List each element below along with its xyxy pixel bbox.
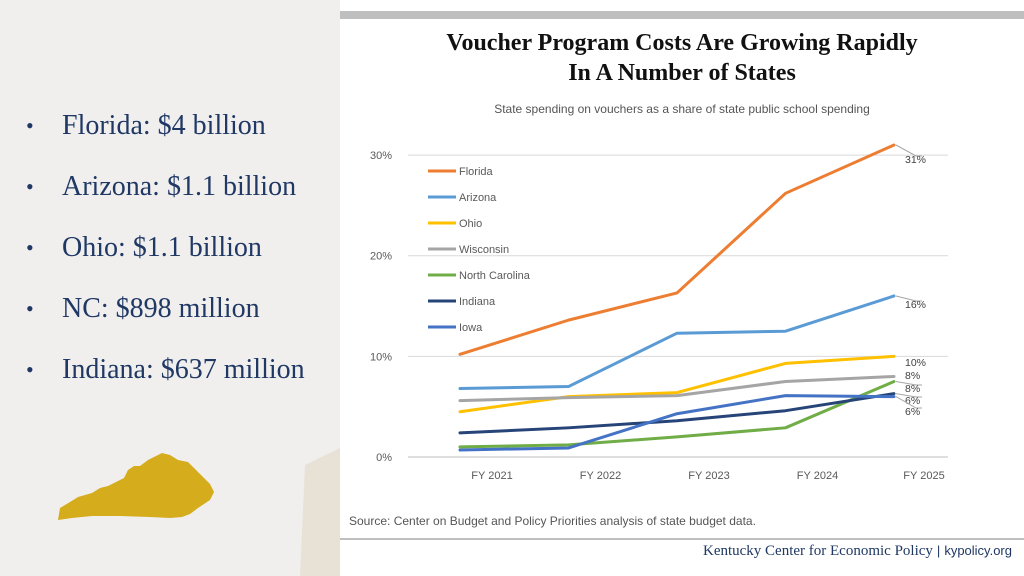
footer-separator: | [936, 543, 941, 558]
chart-title: Voucher Program Costs Are Growing Rapidl… [340, 28, 1024, 88]
chart-title-line-1: Voucher Program Costs Are Growing Rapidl… [446, 30, 918, 56]
bullet-item-ohio: • Ohio: $1.1 billion [22, 217, 305, 278]
bullet-marker: • [26, 295, 34, 321]
series-line-north-carolina [458, 380, 896, 449]
bullet-marker: • [26, 112, 34, 138]
data-label: 8% [905, 383, 920, 395]
x-tick-label: FY 2023 [688, 470, 729, 482]
org-name: Kentucky Center for Economic Policy [702, 543, 933, 559]
bullet-text: Indiana: $637 million [62, 353, 305, 385]
bullet-text: Florida: $4 billion [62, 109, 266, 141]
map-shadow-shape [300, 448, 340, 576]
bottom-divider [340, 538, 1024, 540]
x-tick-label: FY 2022 [580, 470, 621, 482]
bullet-marker: • [26, 173, 34, 199]
legend-label: Arizona [459, 192, 497, 204]
left-panel: • Florida: $4 billion • Arizona: $1.1 bill… [0, 0, 340, 576]
bullet-text: Ohio: $1.1 billion [62, 231, 262, 263]
label-leader-line [895, 144, 922, 157]
label-leader-line [895, 381, 922, 386]
label-leader-line [895, 393, 922, 398]
series-line-wisconsin [458, 374, 896, 403]
series-line-florida [458, 143, 896, 356]
x-tick-label: FY 2021 [471, 470, 512, 482]
series-line-iowa [458, 394, 896, 452]
kentucky-map-graphic [58, 448, 340, 576]
top-divider [340, 11, 1024, 19]
chart-title-line-2: In A Number of States [568, 60, 796, 86]
bullet-item-arizona: • Arizona: $1.1 billion [22, 156, 305, 217]
line-chart: 0% 10% 20% 30% FY 2021 FY 2022 FY 2023 FY 2024 F… [370, 143, 948, 482]
kentucky-map-shape [58, 453, 214, 520]
bullet-marker: • [26, 356, 34, 382]
bullet-item-florida: • Florida: $4 billion [22, 95, 305, 156]
bullet-marker: • [26, 234, 34, 260]
y-tick-label: 10% [370, 351, 392, 363]
chart-subtitle: State spending on vouchers as a share of… [494, 102, 870, 116]
bullet-list: • Florida: $4 billion • Arizona: $1.1 bill… [22, 95, 305, 400]
data-label: 31% [905, 154, 926, 166]
bullet-item-nc: • NC: $898 million [22, 278, 305, 339]
source-note: Source: Center on Budget and Policy Prio… [349, 514, 756, 528]
series-line-ohio [458, 354, 896, 414]
footer: Kentucky Center for Economic Policy | kypo… [703, 543, 1012, 560]
x-tick-label: FY 2024 [797, 470, 838, 482]
bullet-text: NC: $898 million [62, 292, 260, 324]
y-tick-label: 20% [370, 251, 392, 263]
x-tick-label: FY 2025 [903, 470, 944, 482]
legend-label: North Carolina [459, 270, 531, 282]
y-tick-label: 30% [370, 150, 392, 162]
legend-label: Florida [459, 166, 494, 178]
legend-label: Wisconsin [459, 244, 509, 256]
website-link[interactable]: kypolicy.org [944, 543, 1012, 558]
data-label: 8% [905, 370, 920, 382]
label-leader-line [895, 295, 922, 302]
bullet-text: Arizona: $1.1 billion [62, 170, 297, 202]
data-label: 6% [905, 406, 920, 418]
y-tick-label: 0% [376, 452, 392, 464]
series-line-indiana [458, 392, 896, 435]
legend-label: Iowa [459, 322, 483, 334]
series-line-arizona [458, 294, 896, 391]
data-label: 10% [905, 357, 926, 369]
legend-label: Ohio [459, 218, 482, 230]
legend-label: Indiana [459, 296, 496, 308]
label-leader-line [895, 396, 922, 409]
data-label: 16% [905, 299, 926, 311]
bullet-item-indiana: • Indiana: $637 million [22, 339, 305, 400]
